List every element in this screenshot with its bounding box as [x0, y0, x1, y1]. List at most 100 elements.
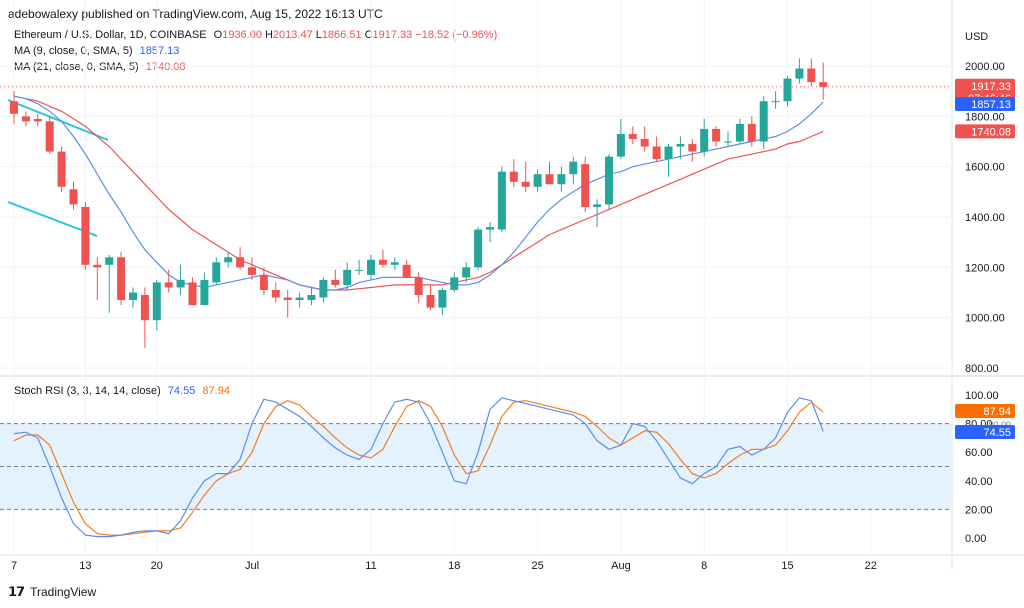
candle-body: [390, 262, 399, 265]
candle-body: [628, 133, 637, 139]
candle-body: [676, 144, 685, 147]
candle-body: [271, 289, 280, 298]
ma21-label: MA (21, close, 0, SMA, 5): [14, 61, 139, 73]
stoch-rsi-k-line: [13, 397, 824, 538]
rsi-tick-label: 40.00: [965, 476, 993, 488]
candle-body: [438, 289, 447, 308]
time-tick-label: Jul: [245, 560, 259, 572]
candle-body: [200, 279, 209, 306]
candle-body: [224, 257, 233, 263]
price-tick-label: 800.00: [965, 363, 999, 375]
ma21-price-tag-text: 1740.08: [971, 126, 1011, 138]
candle-body: [783, 78, 792, 102]
rsi-tick-label: 100.00: [965, 390, 999, 402]
ma9-label: MA (9, close, 0, SMA, 5): [14, 45, 133, 57]
candle-body: [771, 101, 780, 103]
symbol-name[interactable]: Ethereum / U.S. Dollar, 1D, COINBASE: [14, 29, 207, 41]
price-tick-label: 1800.00: [965, 111, 1005, 123]
candle-body: [164, 282, 173, 288]
candle-body: [735, 123, 744, 142]
ma9-legend[interactable]: MA (9, close, 0, SMA, 5) 1857.13: [14, 45, 183, 57]
candle-body: [652, 146, 661, 160]
candle-body: [402, 264, 411, 278]
ma21-value: 1740.08: [145, 61, 186, 73]
candle-body: [319, 279, 328, 298]
rsi-tick-label: 0.00: [965, 533, 986, 545]
trendline-upper: [7, 99, 109, 141]
candle-body: [295, 297, 304, 301]
candle-body: [557, 174, 566, 185]
candle-body: [236, 257, 245, 268]
candle-body: [259, 274, 268, 290]
candle-body: [378, 259, 387, 265]
stoch-rsi-legend[interactable]: Stoch RSI (3, 3, 14, 14, close) 74.55 87…: [14, 385, 234, 397]
candle-body: [533, 174, 542, 187]
stoch-rsi-d-tag: [955, 404, 1015, 418]
candle-body: [795, 68, 804, 79]
rsi-tick-label: 20.00: [965, 504, 993, 516]
candle-body: [331, 279, 340, 285]
candle-body: [545, 174, 554, 185]
candle-body: [688, 144, 697, 152]
candle-body: [509, 171, 518, 182]
candle-body: [140, 295, 149, 321]
candle-body: [474, 229, 483, 268]
candle-body: [212, 262, 221, 283]
stoch-rsi-label: Stoch RSI (3, 3, 14, 14, close): [14, 385, 161, 397]
price-tick-label: 1000.00: [965, 313, 1005, 325]
time-tick-label: 8: [701, 560, 707, 572]
ma21-line: [13, 95, 824, 291]
candle-body: [188, 282, 197, 306]
candle-body: [105, 257, 114, 265]
last-price-tag-text: 1917.33: [971, 81, 1011, 93]
candle-body: [45, 121, 54, 152]
candle-body: [486, 227, 494, 230]
candle-body: [343, 269, 352, 285]
currency-label: USD: [965, 31, 988, 43]
candle-body: [93, 264, 102, 268]
ma9-value: 1857.13: [139, 45, 180, 57]
ma21-price-tag: [955, 124, 1015, 139]
candle-body: [69, 189, 78, 205]
candle-body: [33, 118, 42, 122]
candle-body: [117, 257, 126, 301]
candle-body: [747, 123, 756, 142]
candle-body: [616, 133, 625, 157]
rsi-tick-label: 60.00: [965, 447, 993, 459]
stoch-rsi-k-tag: [955, 425, 1015, 439]
candle-body: [450, 277, 459, 290]
candle-body: [426, 295, 435, 308]
time-tick-label: 20: [151, 560, 163, 572]
publisher-line: adebowalexy published on TradingView.com…: [8, 7, 383, 21]
stoch-rsi-k-value: 74.55: [167, 385, 196, 397]
footer-brand[interactable]: 𝟭𝟳 TradingView: [8, 584, 96, 600]
candle-body: [497, 171, 506, 230]
candle-body: [176, 279, 185, 288]
candle-body: [81, 206, 90, 265]
candle-body: [21, 116, 30, 122]
stoch-rsi-k-tag-text: 74.55: [983, 427, 1011, 439]
candle-body: [605, 156, 613, 205]
candle-body: [640, 138, 649, 147]
candle-body: [414, 277, 423, 296]
candle-body: [664, 146, 673, 160]
time-tick-label: 11: [365, 560, 376, 572]
candle-body: [700, 128, 709, 152]
candle-body: [759, 101, 768, 142]
price-tick-label: 1200.00: [965, 262, 1005, 274]
candle-body: [581, 164, 590, 207]
ma9-price-tag: [955, 96, 1015, 111]
candle-body: [819, 82, 828, 87]
candle-body: [807, 68, 816, 83]
candle-body: [307, 295, 316, 301]
time-tick-label: 13: [79, 560, 91, 572]
candle-body: [129, 292, 137, 301]
candle-body: [724, 141, 732, 143]
ma21-legend[interactable]: MA (21, close, 0, SMA, 5) 1740.08: [14, 61, 190, 73]
stoch-rsi-d-tag-text: 87.94: [983, 406, 1011, 418]
candle-body: [593, 204, 602, 207]
candle-body: [569, 161, 578, 175]
candle-body: [283, 297, 292, 301]
